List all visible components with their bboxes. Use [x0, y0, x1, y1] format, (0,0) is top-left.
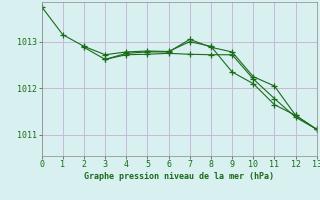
X-axis label: Graphe pression niveau de la mer (hPa): Graphe pression niveau de la mer (hPa) — [84, 172, 274, 181]
